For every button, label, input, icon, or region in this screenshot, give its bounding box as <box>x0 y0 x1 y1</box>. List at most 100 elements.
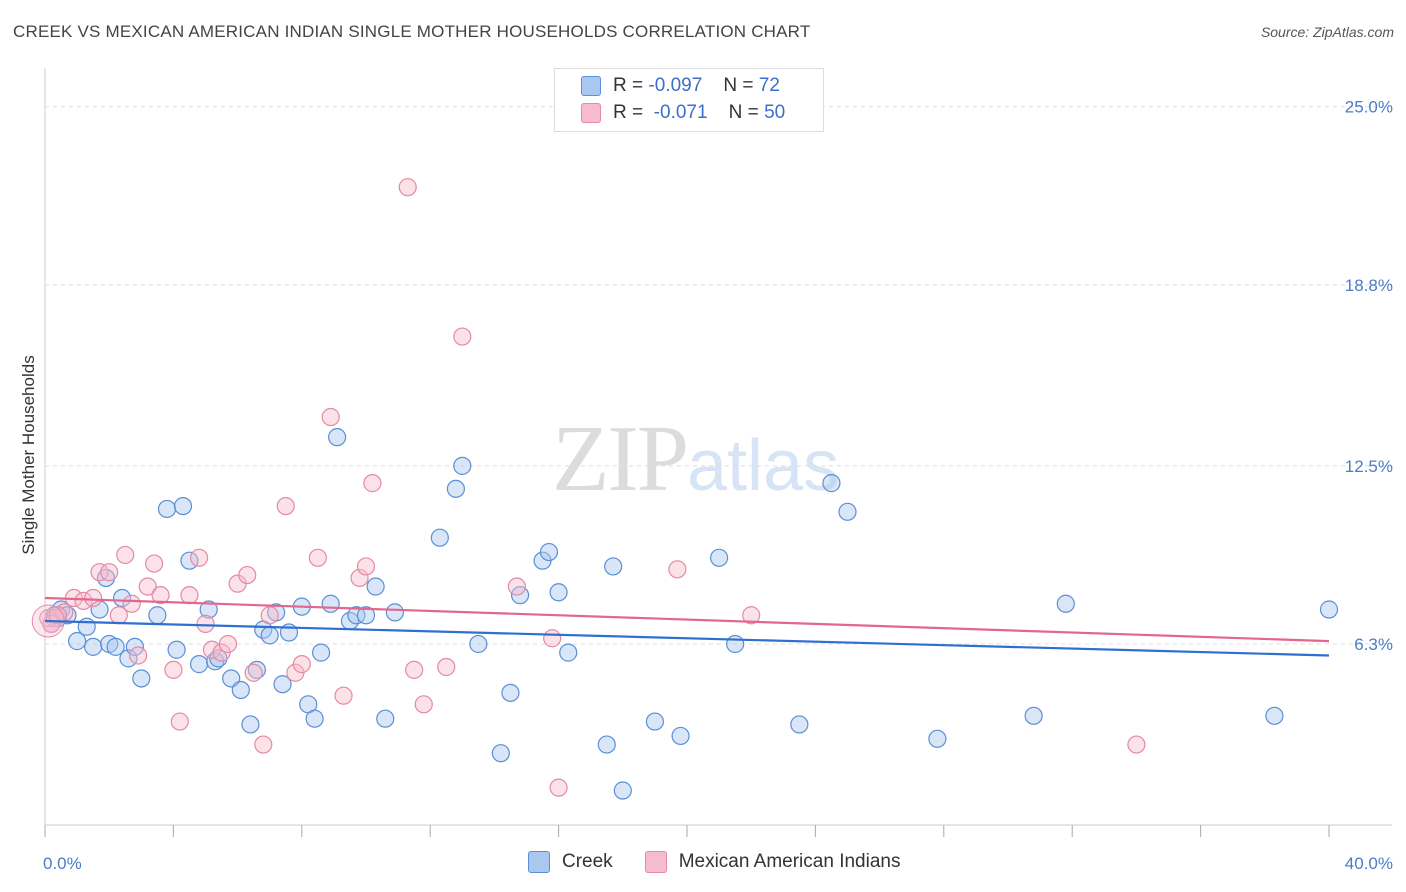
creek-point <box>539 542 559 562</box>
legend-row-mexican: R = -0.071 N = 50 <box>581 100 785 126</box>
mexican-point <box>321 407 340 427</box>
creek-point <box>645 712 665 731</box>
creek-point <box>106 637 125 656</box>
mexican-point <box>453 327 472 346</box>
mexican-point <box>308 548 327 567</box>
tick-labels: 6.3% 12.5% 18.8% 25.0% 0.0% 40.0% <box>43 98 1393 873</box>
creek-point <box>199 600 218 619</box>
mexican-point <box>128 646 148 665</box>
mexican-american-indian-points <box>31 178 1146 797</box>
mexican-trend-line <box>44 596 1330 643</box>
creek-point <box>311 643 331 662</box>
legend-n-value: 50 <box>764 102 786 123</box>
creek-point <box>385 603 404 622</box>
creek-point <box>273 675 292 694</box>
y-tick-label: 25.0% <box>1345 98 1393 117</box>
mexican-point <box>84 588 103 608</box>
creek-point <box>148 606 167 625</box>
creek-point <box>671 726 690 746</box>
mexican-point <box>668 560 687 579</box>
chart-title: CREEK VS MEXICAN AMERICAN INDIAN SINGLE … <box>13 22 811 41</box>
mexican-point <box>90 563 109 582</box>
x-tick-label: 0.0% <box>43 854 82 873</box>
mexican-swatch <box>581 103 601 123</box>
creek-point <box>822 474 841 493</box>
creek-point <box>356 606 376 625</box>
mexican-point <box>116 545 135 565</box>
mexican-point <box>350 568 369 588</box>
mexican-point <box>356 557 376 576</box>
creek-swatch <box>528 851 550 873</box>
creek-point <box>321 594 340 613</box>
legend-row-creek: R = -0.097 N = 72 <box>581 73 780 99</box>
creek-point <box>709 548 729 567</box>
mexican-point <box>292 655 311 674</box>
creek-point <box>366 577 385 596</box>
y-tick-label: 6.3% <box>1354 635 1393 654</box>
creek-point <box>231 680 250 700</box>
mexican-point <box>164 660 183 679</box>
mexican-point <box>405 660 424 679</box>
mexican-point <box>180 586 199 605</box>
mexican-point <box>170 712 189 731</box>
creek-point <box>491 744 510 763</box>
creek-point <box>77 617 96 636</box>
legend-r-value: -0.097 <box>648 75 703 96</box>
creek-point <box>453 456 472 475</box>
mexican-point <box>1127 735 1146 754</box>
creek-point <box>1024 706 1043 725</box>
mexican-point <box>742 606 761 625</box>
creek-point <box>376 709 395 728</box>
creek-point <box>501 683 520 702</box>
creek-point <box>167 640 186 659</box>
bottom-legend-label: Mexican American Indians <box>678 851 901 872</box>
creek-point <box>604 557 623 576</box>
creek-point <box>838 502 857 521</box>
mexican-point <box>549 778 568 797</box>
creek-point <box>67 632 87 651</box>
mexican-point <box>138 577 157 596</box>
x-tick-label: 40.0% <box>1345 854 1393 873</box>
mexican-point <box>276 496 295 516</box>
mexican-point <box>437 657 456 677</box>
bottom-legend: Creek Mexican American Indians <box>528 851 932 873</box>
creek-point <box>469 634 488 654</box>
creek-point <box>90 600 109 619</box>
legend-r-value: -0.071 <box>653 102 708 123</box>
mexican-point <box>48 606 67 625</box>
creek-point <box>726 634 745 654</box>
creek-point <box>347 606 366 625</box>
creek-point <box>559 643 578 662</box>
creek-point <box>446 479 465 498</box>
bottom-legend-creek: Creek <box>528 851 613 873</box>
creek-point <box>613 781 632 800</box>
creek-trend-line <box>44 619 1330 657</box>
mexican-point <box>507 577 526 596</box>
creek-point <box>790 715 809 734</box>
trend-lines <box>44 596 1330 657</box>
creek-point <box>132 669 151 688</box>
watermark-zip: ZIP <box>552 407 689 511</box>
legend-n-value: 72 <box>758 75 780 96</box>
mexican-point <box>196 614 215 633</box>
bottom-legend-mexican: Mexican American Indians <box>644 851 901 873</box>
legend-r-label: R = <box>613 75 644 96</box>
creek-point <box>1265 706 1284 725</box>
creek-point <box>247 660 266 679</box>
legend-n-label: N = <box>728 102 759 123</box>
creek-points <box>42 428 1339 800</box>
mexican-point <box>122 594 141 613</box>
mexican-point <box>254 735 273 754</box>
mexican-point <box>543 629 562 648</box>
bottom-legend-label: Creek <box>562 851 613 872</box>
creek-point <box>597 735 616 754</box>
creek-point <box>1319 600 1339 619</box>
mexican-point <box>244 663 263 682</box>
axes <box>44 68 1392 837</box>
creek-point <box>1056 594 1075 613</box>
creek-point <box>928 729 947 748</box>
legend-n-label: N = <box>723 75 754 96</box>
creek-point <box>112 588 132 608</box>
mexican-point <box>363 474 382 493</box>
